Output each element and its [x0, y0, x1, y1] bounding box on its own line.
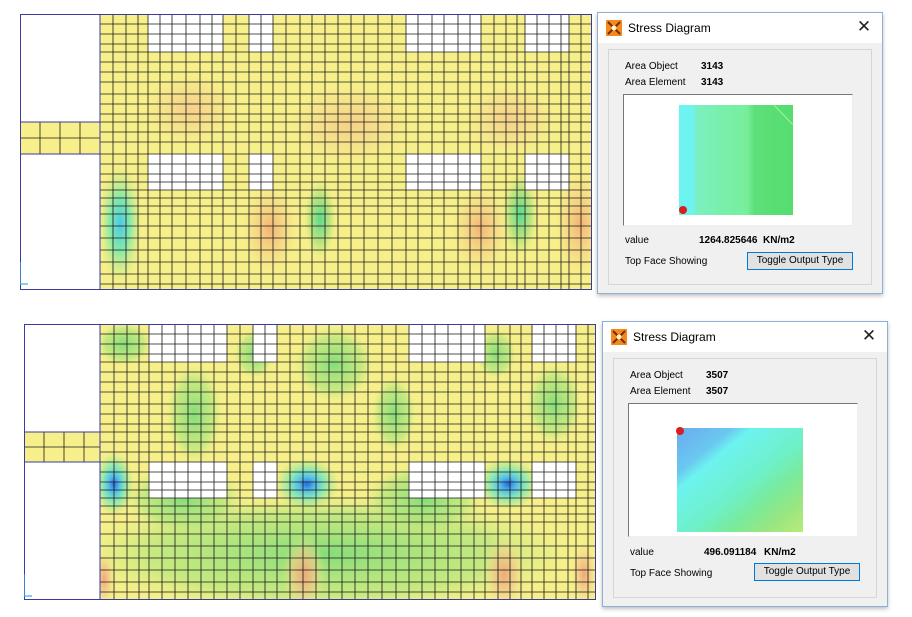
stress-value: 1264.825646 [699, 235, 758, 246]
title-bar[interactable]: Stress Diagram ✕ [603, 322, 887, 352]
value-label: value [625, 235, 649, 246]
stress-unit: KN/m2 [763, 235, 795, 246]
stress-contour-plot-b[interactable] [24, 324, 596, 600]
dialog-body: Area Object 3143 Area Element 3143 [608, 49, 872, 285]
area-object-label: Area Object [625, 61, 678, 72]
face-status: Top Face Showing [630, 568, 713, 579]
stress-value: 496.091184 [704, 547, 757, 558]
area-object-label: Area Object [630, 370, 683, 381]
stress-contour-plot-a[interactable] [20, 14, 592, 290]
close-button[interactable]: ✕ [861, 326, 877, 345]
toggle-output-type-button[interactable]: Toggle Output Type [747, 252, 853, 270]
stress-diagram-window-a: Stress Diagram ✕ Area Object 3143 Area E… [597, 12, 883, 294]
face-status: Top Face Showing [625, 256, 708, 267]
value-label: value [630, 547, 654, 558]
title-bar[interactable]: Stress Diagram ✕ [598, 13, 882, 43]
element-stress-diagram[interactable] [623, 94, 853, 226]
area-object-value: 3507 [706, 370, 729, 381]
selected-node-marker [679, 206, 687, 214]
window-title: Stress Diagram [628, 21, 711, 35]
area-element-label: Area Element [625, 77, 686, 88]
dialog-body: Area Object 3507 Area Element 3507 [613, 358, 877, 598]
sap-app-icon [606, 20, 622, 36]
area-element-value: 3143 [701, 77, 724, 88]
selected-node-marker [676, 427, 684, 435]
element-stress-diagram[interactable] [628, 403, 858, 537]
close-button[interactable]: ✕ [856, 17, 872, 36]
window-title: Stress Diagram [633, 330, 716, 344]
area-element-value: 3507 [706, 386, 729, 397]
toggle-output-type-button[interactable]: Toggle Output Type [754, 563, 860, 581]
area-object-value: 3143 [701, 61, 724, 72]
area-element-label: Area Element [630, 386, 691, 397]
stress-diagram-window-b: Stress Diagram ✕ Area Object 3507 Area E… [602, 321, 888, 607]
stress-unit: KN/m2 [764, 547, 796, 558]
sap-app-icon [611, 329, 627, 345]
